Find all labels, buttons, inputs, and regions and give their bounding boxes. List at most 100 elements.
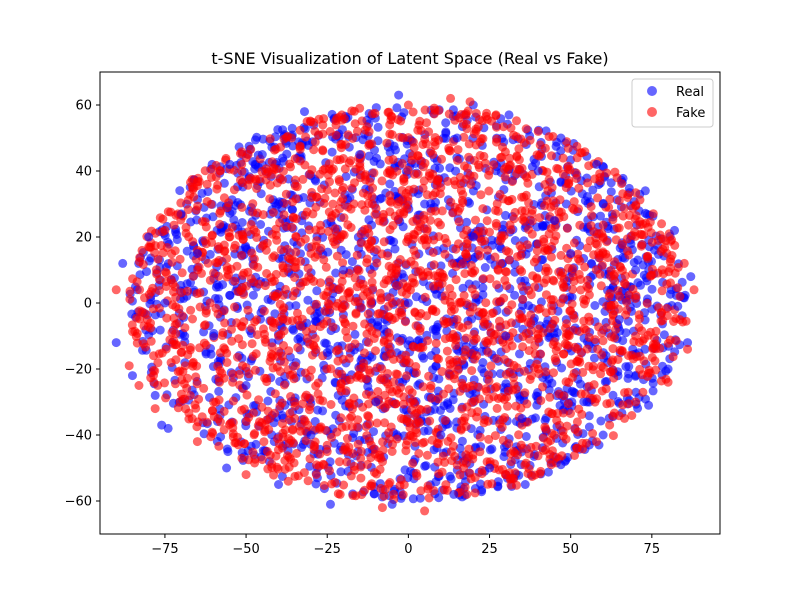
fake-point <box>414 120 424 130</box>
fake-point <box>304 272 314 282</box>
fake-point <box>420 292 430 302</box>
fake-point <box>349 461 359 471</box>
fake-point <box>238 178 247 188</box>
fake-point <box>432 353 442 363</box>
real-point <box>274 199 284 209</box>
fake-point <box>202 417 212 427</box>
fake-point <box>503 305 513 315</box>
fake-point <box>367 199 377 209</box>
fake-point <box>386 115 396 125</box>
fake-point <box>487 309 497 319</box>
fake-point <box>342 434 352 443</box>
fake-point <box>207 164 217 174</box>
real-point <box>480 263 490 272</box>
fake-point <box>437 367 447 376</box>
real-point <box>299 193 309 202</box>
fake-point <box>446 433 456 443</box>
fake-point <box>550 222 560 232</box>
fake-point <box>475 251 485 261</box>
fake-point <box>277 419 287 429</box>
fake-point <box>549 368 558 378</box>
fake-point <box>636 241 646 251</box>
real-point <box>237 218 247 227</box>
fake-point <box>558 408 568 418</box>
fake-point <box>585 316 594 326</box>
real-point <box>636 280 645 290</box>
fake-point <box>565 306 575 316</box>
fake-point <box>614 411 624 421</box>
fake-point <box>483 416 493 426</box>
fake-point <box>405 431 415 441</box>
fake-point <box>262 238 272 248</box>
fake-point <box>605 194 615 204</box>
fake-point <box>254 395 264 405</box>
fake-point <box>516 440 526 450</box>
fake-point <box>192 361 202 371</box>
real-point <box>598 430 608 440</box>
fake-point <box>234 369 244 379</box>
fake-point <box>547 409 557 418</box>
fake-point <box>295 156 305 166</box>
fake-point <box>231 438 241 448</box>
fake-point <box>392 385 402 395</box>
real-point <box>155 325 165 335</box>
fake-point <box>327 479 337 489</box>
fake-point <box>283 253 293 262</box>
fake-point <box>200 166 210 176</box>
fake-point <box>319 291 329 300</box>
fake-point <box>236 286 246 296</box>
fake-point <box>554 267 564 277</box>
fake-point <box>411 425 421 435</box>
fake-point <box>637 370 647 380</box>
fake-point <box>271 451 281 461</box>
fake-point <box>580 262 590 272</box>
fake-point <box>505 153 514 163</box>
fake-point <box>378 445 388 455</box>
real-point <box>561 199 571 209</box>
fake-point <box>517 244 527 254</box>
fake-point <box>541 367 551 377</box>
fake-point <box>265 180 275 190</box>
real-point <box>521 432 531 441</box>
fake-point <box>624 290 634 300</box>
fake-point <box>260 427 270 437</box>
fake-point <box>566 409 575 418</box>
real-point <box>431 197 440 207</box>
fake-point <box>215 377 225 387</box>
fake-point <box>575 220 585 230</box>
fake-point <box>609 333 619 343</box>
real-point <box>364 215 374 225</box>
fake-point <box>150 404 160 414</box>
fake-point <box>241 470 251 480</box>
fake-point <box>499 164 509 174</box>
fake-point <box>411 250 421 260</box>
fake-point <box>499 122 508 132</box>
fake-point <box>361 389 371 399</box>
fake-point <box>382 351 391 361</box>
real-point <box>171 227 180 237</box>
fake-point <box>464 139 474 149</box>
fake-point <box>508 328 518 338</box>
fake-point <box>587 211 597 220</box>
fake-point <box>584 361 594 371</box>
fake-point <box>361 422 371 432</box>
fake-point <box>583 178 593 188</box>
fake-point <box>485 166 495 176</box>
fake-point <box>348 321 358 331</box>
fake-point <box>681 316 691 326</box>
real-point <box>211 282 221 292</box>
fake-point <box>356 238 366 248</box>
fake-point <box>336 413 346 423</box>
fake-point <box>549 236 559 246</box>
fake-point <box>637 326 647 336</box>
fake-point <box>167 327 177 337</box>
real-point <box>686 272 696 282</box>
fake-point <box>265 134 275 144</box>
fake-point <box>319 255 329 265</box>
fake-point <box>420 506 430 516</box>
fake-point <box>243 227 253 237</box>
fake-point <box>532 254 541 264</box>
fake-point <box>317 184 327 194</box>
fake-point <box>259 306 269 316</box>
fake-point <box>399 174 409 184</box>
